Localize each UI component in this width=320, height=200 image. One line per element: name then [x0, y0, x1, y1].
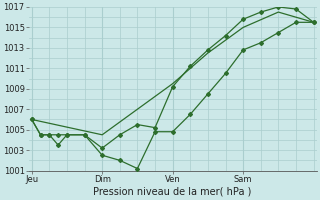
X-axis label: Pression niveau de la mer( hPa ): Pression niveau de la mer( hPa ) [93, 187, 252, 197]
